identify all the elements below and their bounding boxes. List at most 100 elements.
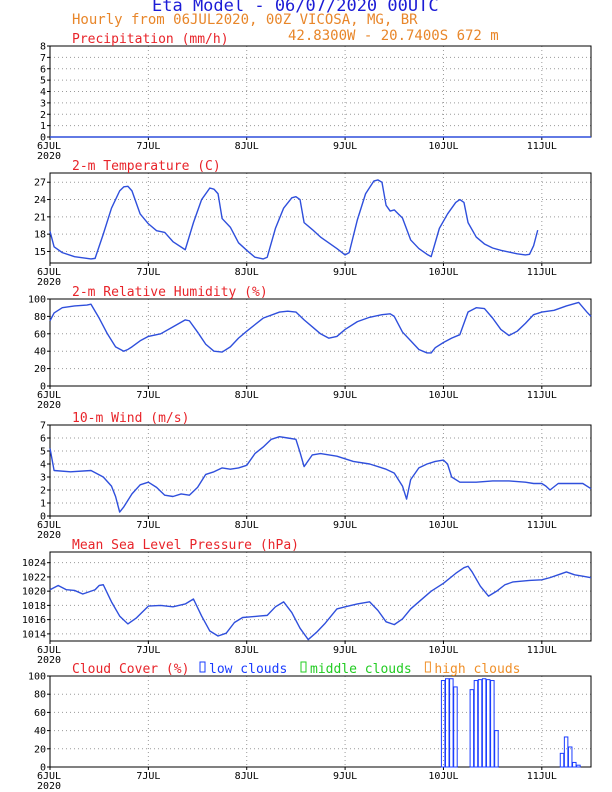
cloud-bar [477,679,483,768]
plot-frame [49,298,592,387]
x-tick-label: 11JUL [527,771,557,782]
series-line [49,301,592,354]
y-tick-label: 1016 [22,615,46,626]
x-tick-label: 9JUL [333,645,357,656]
y-tick-label: 21 [34,212,46,223]
x-tick-label: 8JUL [235,520,259,531]
y-tick-label: 3 [40,473,46,484]
cloud-bar [485,679,491,768]
y-tick-label: 0 [40,763,46,774]
y-tick-label: 1 [40,121,46,132]
x-tick-label: 6JUL [37,267,61,278]
location-label: 42.8300W - 20.7400S 672 m [288,28,499,44]
x-tick-label: 7JUL [136,141,160,152]
panel-title: Precipitation (mm/h) [72,32,229,47]
y-tick-label: 100 [28,295,46,306]
cloud-bar [494,730,499,768]
panel-5: 0 20 40 60 80 100 6JUL2020 7JUL 8JUL 9JUL 10JUL 11J… [28,661,592,792]
y-tick-label: 1020 [22,587,46,598]
y-tick-label: 60 [34,329,46,340]
x-tick-label: 11JUL [527,645,557,656]
cloud-bar [490,680,495,768]
panel-2: 0 20 40 60 80 100 6JUL2020 7JUL 8JUL 9JUL 10JUL 11J… [28,285,592,411]
y-tick-label: 80 [34,312,46,323]
cloud-bar [563,736,569,768]
cloud-bar [469,689,475,768]
legend-swatch [300,661,307,673]
x-tick-label: 9JUL [333,771,357,782]
cloud-bar [572,761,577,768]
series-line [49,565,592,641]
x-tick-label: 10JUL [428,645,458,656]
x-tick-label: 7JUL [136,771,160,782]
panel-title: 10-m Wind (m/s) [72,411,189,426]
x-tick-label: 10JUL [428,771,458,782]
y-tick-label: 40 [34,726,46,737]
cloud-bar [567,746,573,768]
y-tick-label: 6 [40,434,46,445]
y-tick-label: 20 [34,364,46,375]
x-tick-label: 8JUL [235,645,259,656]
cloud-bar [449,678,454,768]
y-tick-label: 0 [40,382,46,393]
cloud-bar [440,680,446,768]
y-tick-label: 3 [40,98,46,109]
x-tick-label: 6JUL [37,520,61,531]
y-tick-label: 4 [40,87,46,98]
x-tick-label: 2020 [37,530,61,541]
series-line [49,179,539,260]
x-tick-label: 7JUL [136,267,160,278]
panel-title: Cloud Cover (%) [72,662,189,677]
plot-frame [49,551,592,642]
x-tick-label: 9JUL [333,390,357,401]
x-tick-label: 6JUL [37,141,61,152]
y-tick-label: 4 [40,460,46,471]
y-tick-label: 0 [40,512,46,523]
y-tick-label: 7 [40,53,46,64]
y-tick-label: 6 [40,64,46,75]
x-tick-label: 9JUL [333,520,357,531]
x-tick-label: 8JUL [235,771,259,782]
y-tick-label: 2 [40,486,46,497]
x-tick-label: 9JUL [333,267,357,278]
y-tick-label: 5 [40,447,46,458]
panel-title: 2-m Temperature (C) [72,159,221,174]
chart-subtitle: Hourly from 06JUL2020, 00Z VICOSA, MG, B… [72,12,418,28]
panel-title: 2-m Relative Humidity (%) [72,285,268,300]
panel-1: 15 18 21 24 27 6JUL2020 7JUL 8JUL 9JUL 10JUL 11JUL… [34,159,592,288]
x-tick-label: 2020 [37,151,61,162]
x-tick-label: 7JUL [136,390,160,401]
y-tick-label: 27 [34,178,46,189]
y-tick-label: 1 [40,499,46,510]
x-tick-label: 2020 [37,277,61,288]
x-tick-label: 11JUL [527,390,557,401]
y-tick-label: 18 [34,230,46,241]
y-tick-label: 1014 [22,629,46,640]
series-line [49,436,592,513]
legend-label: low clouds [209,662,287,677]
x-tick-label: 11JUL [527,141,557,152]
x-tick-label: 6JUL [37,645,61,656]
x-tick-label: 6JUL [37,390,61,401]
y-tick-label: 7 [40,421,46,432]
x-tick-label: 8JUL [235,390,259,401]
y-tick-label: 1018 [22,601,46,612]
cloud-bar [481,678,487,768]
legend-label: middle clouds [310,662,412,677]
plot-frame [49,424,592,517]
plot-frame [49,675,592,768]
x-tick-label: 6JUL [37,771,61,782]
y-tick-label: 0 [40,133,46,144]
x-tick-label: 7JUL [136,645,160,656]
cloud-bar [453,686,458,768]
legend-label: high clouds [434,662,520,677]
x-tick-label: 2020 [37,655,61,666]
cloud-bar [473,680,479,768]
x-tick-label: 10JUL [428,141,458,152]
plot-frame [49,172,592,264]
x-tick-label: 8JUL [235,267,259,278]
legend-swatch [424,661,431,673]
y-tick-label: 20 [34,744,46,755]
